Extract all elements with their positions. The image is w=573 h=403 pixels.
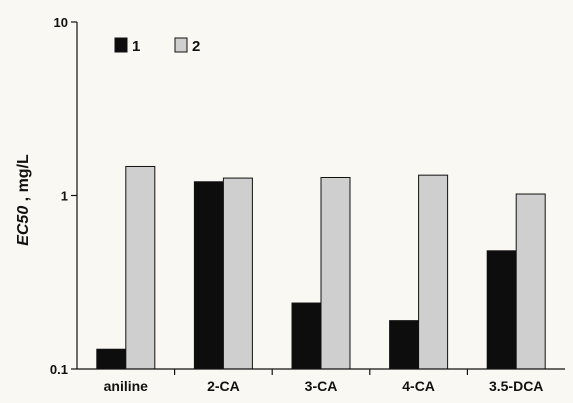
y-tick-label: 1 <box>61 189 68 204</box>
bar-series-1-3-CA <box>291 302 322 370</box>
bar-series-2-3.5-DCA <box>515 193 546 370</box>
bar-series-2-4-CA <box>418 174 449 370</box>
bar-series-2-aniline <box>125 165 156 370</box>
x-tick-label: 4-CA <box>402 378 435 394</box>
legend-label-2: 2 <box>192 38 200 55</box>
x-tick-label: aniline <box>104 378 149 394</box>
y-axis-label-italic: EC50 <box>15 206 32 246</box>
bar-series-1-3.5-DCA <box>486 250 517 370</box>
x-tick-label: 2-CA <box>207 378 240 394</box>
x-tick-label: 3.5-DCA <box>489 378 543 394</box>
bar-series-2-3-CA <box>320 176 351 370</box>
x-tick-label: 3-CA <box>305 378 338 394</box>
y-axis-label: EC50 , mg/L <box>15 154 32 246</box>
legend-swatch-2 <box>174 37 188 53</box>
y-axis-label-unit: , mg/L <box>15 154 32 206</box>
bar-series-1-4-CA <box>389 320 420 370</box>
y-tick-label: 0.1 <box>50 362 68 377</box>
bar-series-2-2-CA <box>222 177 253 370</box>
legend-swatch-1 <box>114 37 128 53</box>
bar-series-1-2-CA <box>193 181 224 370</box>
legend-label-1: 1 <box>132 38 140 55</box>
y-tick-label: 10 <box>54 15 68 30</box>
bar-series-1-aniline <box>96 348 127 370</box>
